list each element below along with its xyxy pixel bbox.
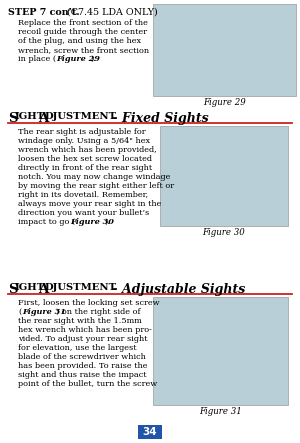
Text: of the plug, and using the hex: of the plug, and using the hex	[18, 37, 141, 45]
Text: Figure 30: Figure 30	[70, 218, 114, 226]
Text: loosen the hex set screw located: loosen the hex set screw located	[18, 155, 152, 163]
Text: in place (: in place (	[18, 55, 56, 63]
Text: Figure 31: Figure 31	[199, 407, 242, 416]
Bar	[160, 126, 288, 226]
Text: IGHT: IGHT	[14, 112, 45, 121]
Text: DJUSTMENT: DJUSTMENT	[45, 112, 117, 121]
Text: 34: 34	[143, 427, 157, 437]
Text: for elevation, use the largest: for elevation, use the largest	[18, 344, 136, 352]
Text: IGHT: IGHT	[14, 283, 45, 292]
Text: - Adjustable Sights: - Adjustable Sights	[108, 283, 245, 296]
Text: by moving the rear sight either left or: by moving the rear sight either left or	[18, 182, 174, 190]
Text: right in its dovetail. Remember,: right in its dovetail. Remember,	[18, 191, 148, 199]
Text: ).: ).	[104, 218, 110, 226]
Text: wrench, screw the front section: wrench, screw the front section	[18, 46, 149, 54]
Text: directly in front of the rear sight: directly in front of the rear sight	[18, 164, 152, 172]
Text: point of the bullet, turn the screw: point of the bullet, turn the screw	[18, 380, 157, 388]
Text: wrench which has been provided,: wrench which has been provided,	[18, 146, 157, 154]
Text: ).: ).	[90, 55, 96, 63]
Text: hex wrench which has been pro-: hex wrench which has been pro-	[18, 326, 152, 334]
Text: The rear sight is adjustable for: The rear sight is adjustable for	[18, 128, 146, 136]
Text: ) on the right side of: ) on the right side of	[56, 308, 140, 316]
Bar	[138, 425, 162, 439]
Text: has been provided. To raise the: has been provided. To raise the	[18, 362, 148, 370]
Bar	[153, 4, 296, 96]
Text: STEP 7 con’t.: STEP 7 con’t.	[8, 8, 80, 17]
Text: A: A	[38, 283, 48, 296]
Text: (C7.45 LDA ONLY): (C7.45 LDA ONLY)	[64, 8, 158, 17]
Text: Figure 30: Figure 30	[202, 228, 245, 237]
Text: always move your rear sight in the: always move your rear sight in the	[18, 200, 161, 208]
Text: DJUSTMENT: DJUSTMENT	[45, 283, 117, 292]
Text: Figure 31: Figure 31	[22, 308, 66, 316]
Text: notch. You may now change windage: notch. You may now change windage	[18, 173, 170, 181]
Text: S: S	[8, 283, 17, 296]
Bar	[153, 297, 288, 405]
Text: Figure 29: Figure 29	[56, 55, 100, 63]
Text: vided. To adjust your rear sight: vided. To adjust your rear sight	[18, 335, 148, 343]
Text: the rear sight with the 1.5mm: the rear sight with the 1.5mm	[18, 317, 142, 325]
Text: A: A	[38, 112, 48, 125]
Text: sight and thus raise the impact: sight and thus raise the impact	[18, 371, 146, 379]
Text: Replace the front section of the: Replace the front section of the	[18, 19, 148, 27]
Text: recoil guide through the center: recoil guide through the center	[18, 28, 147, 36]
Text: Figure 29: Figure 29	[203, 98, 246, 107]
Text: (: (	[18, 308, 21, 316]
Text: impact to go (: impact to go (	[18, 218, 75, 226]
Text: S: S	[8, 112, 17, 125]
Text: First, loosen the locking set screw: First, loosen the locking set screw	[18, 299, 160, 307]
Text: blade of the screwdriver which: blade of the screwdriver which	[18, 353, 146, 361]
Text: direction you want your bullet’s: direction you want your bullet’s	[18, 209, 149, 217]
Text: - Fixed Sights: - Fixed Sights	[108, 112, 208, 125]
Text: windage only. Using a 5/64" hex: windage only. Using a 5/64" hex	[18, 137, 150, 145]
